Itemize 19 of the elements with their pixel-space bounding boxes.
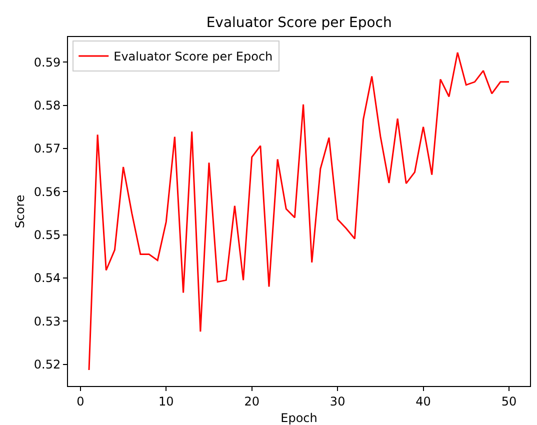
- y-tick-label: 0.57: [34, 142, 61, 156]
- y-tick-label: 0.52: [34, 358, 61, 372]
- x-tick-label: 10: [158, 394, 174, 408]
- y-tick-label: 0.58: [34, 98, 61, 112]
- x-tick-label: 40: [416, 394, 431, 408]
- x-tick-label: 0: [76, 394, 84, 408]
- x-axis-title: Epoch: [280, 411, 318, 425]
- x-tick-label: 50: [501, 394, 517, 408]
- line-series: [88, 52, 510, 371]
- y-tick-label: 0.53: [34, 314, 61, 328]
- chart-title: Evaluator Score per Epoch: [206, 14, 392, 31]
- y-tick-label: 0.56: [34, 184, 61, 199]
- y-tick-label: 0.55: [34, 228, 61, 242]
- x-tick-label: 20: [244, 394, 260, 408]
- y-tick-label: 0.54: [34, 271, 61, 286]
- y-axis-title: Score: [13, 194, 28, 228]
- legend-label: Evaluator Score per Epoch: [114, 50, 273, 64]
- x-tick-label: 30: [330, 394, 346, 408]
- y-tick-label: 0.59: [34, 55, 61, 70]
